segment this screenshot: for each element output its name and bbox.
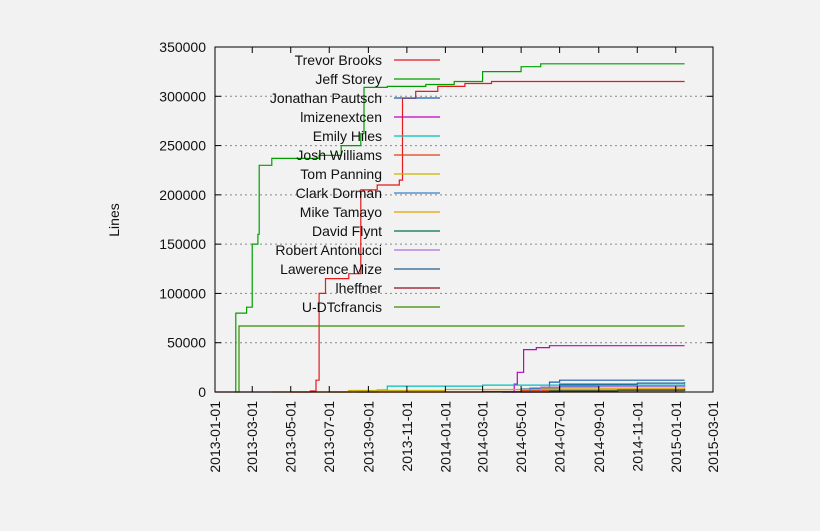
legend-label-jonathan-pautsch: Jonathan Pautsch <box>270 90 382 106</box>
x-tick-label: 2014-01-01 <box>437 401 453 473</box>
legend-label-clark-dorman: Clark Dorman <box>296 185 382 201</box>
legend-label-tom-panning: Tom Panning <box>300 166 382 182</box>
series-line-jeff-storey <box>234 63 685 393</box>
y-tick-label: 200000 <box>159 187 206 203</box>
y-tick-label: 100000 <box>159 285 206 301</box>
y-tick-label: 250000 <box>159 138 206 154</box>
series-line-u-dtcfrancis <box>237 325 685 393</box>
series-line-trevor-brooks <box>290 80 685 393</box>
x-tick-label: 2014-03-01 <box>475 401 491 473</box>
y-tick-label: 150000 <box>159 236 206 252</box>
y-axis-label: Lines <box>106 203 122 236</box>
x-tick-label: 2013-07-01 <box>321 401 337 473</box>
x-tick-label: 2013-05-01 <box>283 401 299 473</box>
series-line-emily-hiles <box>357 384 686 393</box>
legend-label-david-flynt: David Flynt <box>312 223 382 239</box>
x-tick-label: 2015-01-01 <box>668 401 684 473</box>
x-tick-label: 2013-09-01 <box>360 401 376 473</box>
legend-label-trevor-brooks: Trevor Brooks <box>295 52 382 68</box>
x-tick-label: 2013-03-01 <box>244 401 260 473</box>
y-tick-label: 300000 <box>159 88 206 104</box>
legend-label-lmizenextcen: lmizenextcen <box>300 109 382 125</box>
x-tick-label: 2013-11-01 <box>399 401 415 472</box>
legend-label-robert-antonucci: Robert Antonucci <box>275 242 382 258</box>
x-tick-label: 2014-09-01 <box>591 401 607 473</box>
legend-label-mike-tamayo: Mike Tamayo <box>300 204 382 220</box>
x-tick-label: 2013-01-01 <box>207 401 223 473</box>
legend-label-josh-williams: Josh Williams <box>296 147 382 163</box>
axes: 0 50000 100000 150000 200000 250000 300000 3500… <box>159 39 721 473</box>
plot-frame <box>214 46 714 393</box>
x-tick-label: 2014-05-01 <box>513 401 529 473</box>
legend-label-lawerence-mize: Lawerence Mize <box>280 261 382 277</box>
legend-label-emily-hiles: Emily Hiles <box>313 128 382 144</box>
x-tick-label: 2015-03-01 <box>705 401 721 473</box>
x-tick-label: 2014-11-01 <box>629 401 645 472</box>
legend-label-jeff-storey: Jeff Storey <box>315 71 382 87</box>
x-tick-label: 2014-07-01 <box>552 401 568 473</box>
legend-label-lheffner: lheffner <box>336 280 383 296</box>
y-tick-label: 350000 <box>159 39 206 55</box>
legend: Trevor Brooks Jeff Storey Jonathan Pautsch… <box>270 52 440 315</box>
y-tick-label: 0 <box>198 384 206 400</box>
legend-label-u-dtcfrancis: U-DTcfrancis <box>302 299 382 315</box>
y-tick-label: 50000 <box>167 335 206 351</box>
grid-lines <box>215 95 713 344</box>
